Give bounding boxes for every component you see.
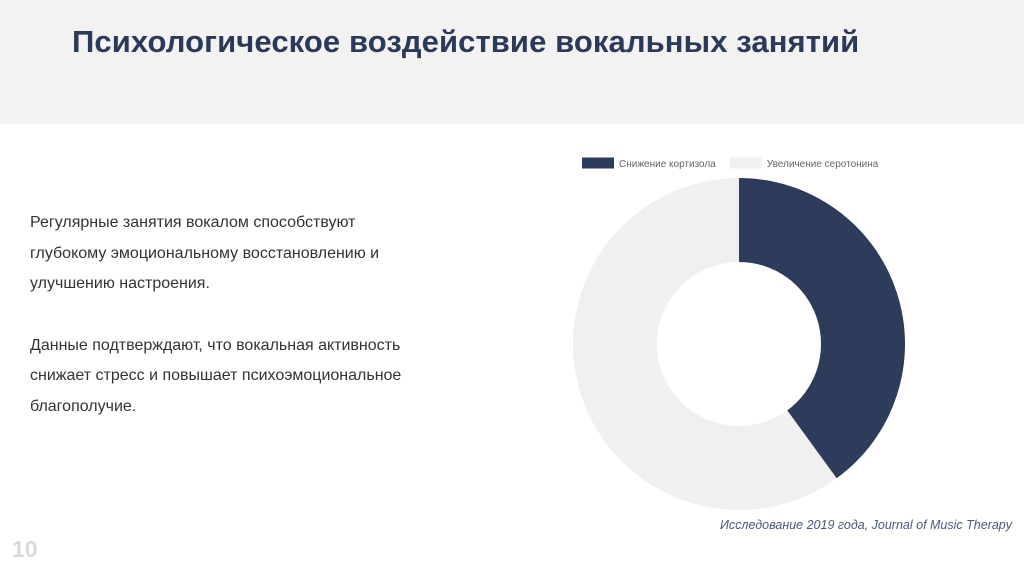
slide-header: Психологическое воздействие вокальных за… [0, 0, 1024, 124]
legend-swatch-1 [582, 157, 614, 169]
paragraph-1: Регулярные занятия вокалом способствуют … [30, 214, 380, 292]
page-number: 10 [12, 536, 38, 562]
doughnut-slice-1 [739, 178, 905, 479]
paragraph-2: Данные подтверждают, что вокальная актив… [30, 336, 402, 415]
source-citation: Исследование 2019 года, Journal of Music… [719, 518, 1012, 532]
chart-legend: Снижение кортизола Увеличение серотонина [582, 157, 879, 170]
chart-svg: Снижение кортизола Увеличение серотонина [572, 157, 905, 510]
legend-swatch-2 [729, 157, 762, 169]
slide-title: Психологическое воздействие вокальных за… [72, 24, 860, 59]
legend-label-1: Снижение кортизола [619, 159, 716, 170]
doughnut-slice-2 [572, 178, 837, 510]
chart-slices [572, 178, 905, 510]
legend-label-2: Увеличение серотонина [767, 159, 879, 170]
doughnut-chart: Снижение кортизола Увеличение серотонина [540, 150, 940, 520]
body-text: Регулярные занятия вокалом способствуют … [30, 208, 430, 453]
